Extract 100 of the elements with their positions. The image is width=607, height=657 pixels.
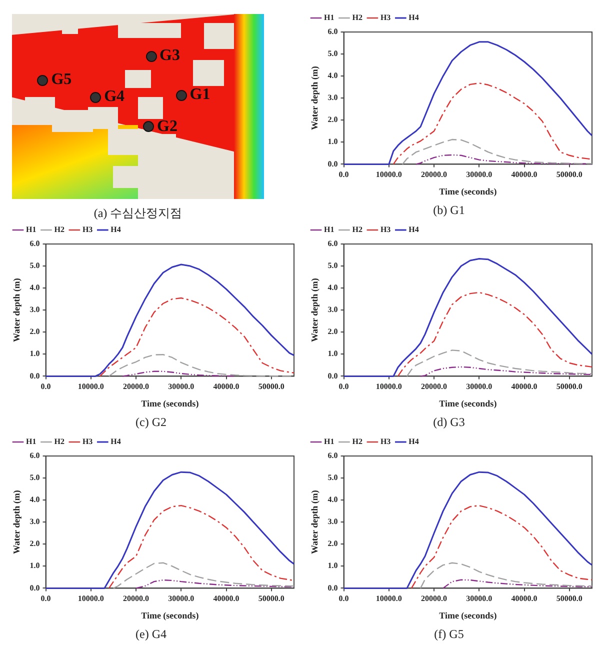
y-tick-label: 0.0 [328,371,338,380]
y-axis-title: Water depth (m) [12,278,22,342]
line-series [442,579,593,589]
y-tick-label: 3.0 [328,93,338,102]
y-tick-label: 6.0 [30,239,40,248]
line-series [99,297,295,377]
x-tick-label: 0.0 [40,382,51,392]
x-tick-label: 40000.0 [511,382,538,392]
x-tick-label: 30000.0 [168,594,194,604]
x-tick-label: 40000.0 [511,594,538,604]
x-tick-label: 20000.0 [421,382,448,392]
y-tick-label: 3.0 [30,517,40,526]
y-tick-label: 3.0 [328,517,338,526]
x-tick-label: 20000.0 [421,170,448,180]
line-series [135,579,295,589]
text: (d) G3 [433,414,465,429]
legend-label: H3 [82,437,93,446]
legend-label: H2 [54,225,64,234]
x-tick-label: 50000.0 [556,382,582,392]
y-tick-label: 1.0 [328,349,338,358]
y-tick-label: 1.0 [30,561,40,570]
line-series [420,562,593,589]
x-tick-label: 30000.0 [466,594,492,604]
legend-label: H3 [380,437,391,446]
legend-label: H2 [352,225,362,234]
x-tick-label: 40000.0 [213,594,240,604]
x-tick-label: 10000.0 [376,170,402,180]
x-axis-title: Time (seconds) [439,398,497,409]
line-series [402,138,593,165]
line-series [108,504,295,589]
y-tick-label: 2.0 [328,115,338,124]
legend-label: H4 [408,437,419,446]
x-tick-label: 20000.0 [123,594,150,604]
text: (b) G1 [433,202,465,217]
y-tick-label: 5.0 [30,261,40,270]
x-tick-label: 10000.0 [78,382,104,392]
x-tick-label: 10000.0 [78,594,104,604]
legend-label: H4 [110,225,121,234]
x-axis-title: Time (seconds) [141,398,199,409]
x-axis-title: Time (seconds) [439,610,497,621]
y-axis-title: Water depth (m) [12,490,22,554]
x-axis-title: Time (seconds) [141,610,199,621]
x-tick-label: 30000.0 [168,382,194,392]
y-tick-label: 6.0 [328,27,338,36]
y-tick-label: 4.0 [328,495,338,504]
legend-label: H3 [82,225,93,234]
line-series [406,350,593,377]
legend-label: H2 [352,437,362,446]
y-axis-title: Water depth (m) [310,490,320,554]
x-tick-label: 50000.0 [258,594,284,604]
y-tick-label: 6.0 [30,451,40,460]
y-tick-label: 5.0 [30,473,40,482]
legend-label: H3 [380,225,391,234]
y-axis-title: Water depth (m) [310,66,320,130]
line-series [420,366,593,377]
y-tick-label: 1.0 [328,561,338,570]
text: (e) G4 [136,626,166,641]
y-tick-label: 4.0 [328,283,338,292]
y-tick-label: 0.0 [328,159,338,168]
y-tick-label: 5.0 [328,473,338,482]
y-tick-label: 2.0 [30,539,40,548]
y-tick-label: 1.0 [30,349,40,358]
line-series [410,504,593,589]
x-tick-label: 20000.0 [421,594,448,604]
legend-label: H1 [324,13,334,22]
text: (c) G2 [136,414,166,429]
y-tick-label: 4.0 [30,283,40,292]
y-tick-label: 0.0 [30,371,40,380]
legend-label: H4 [408,225,419,234]
legend-label: H3 [380,13,391,22]
y-tick-label: 0.0 [328,583,338,592]
y-tick-label: 5.0 [328,261,338,270]
x-tick-label: 40000.0 [213,382,240,392]
legend-label: H4 [408,13,419,22]
legend-label: H4 [110,437,121,446]
x-tick-label: 50000.0 [258,382,284,392]
legend-label: H1 [26,225,36,234]
x-tick-label: 0.0 [338,594,349,604]
legend-label: H1 [26,437,36,446]
y-tick-label: 6.0 [328,239,338,248]
y-tick-label: 4.0 [30,495,40,504]
line-series [415,154,593,165]
y-axis-title: Water depth (m) [310,278,320,342]
x-tick-label: 50000.0 [556,594,582,604]
x-tick-label: 0.0 [40,594,51,604]
x-tick-label: 40000.0 [511,170,538,180]
text: (a) 수심산정지점 [92,205,184,222]
y-tick-label: 2.0 [328,539,338,548]
y-tick-label: 2.0 [328,327,338,336]
y-tick-label: 5.0 [328,49,338,58]
y-tick-label: 6.0 [328,451,338,460]
legend-label: H1 [324,225,334,234]
map-picture: G3 G5 G4 G1 G2 [12,14,264,199]
y-tick-label: 1.0 [328,137,338,146]
y-tick-label: 0.0 [30,583,40,592]
y-tick-label: 3.0 [30,305,40,314]
x-tick-label: 20000.0 [123,382,150,392]
x-axis-title: Time (seconds) [439,186,497,197]
legend-label: H2 [352,13,362,22]
x-tick-label: 10000.0 [376,594,402,604]
